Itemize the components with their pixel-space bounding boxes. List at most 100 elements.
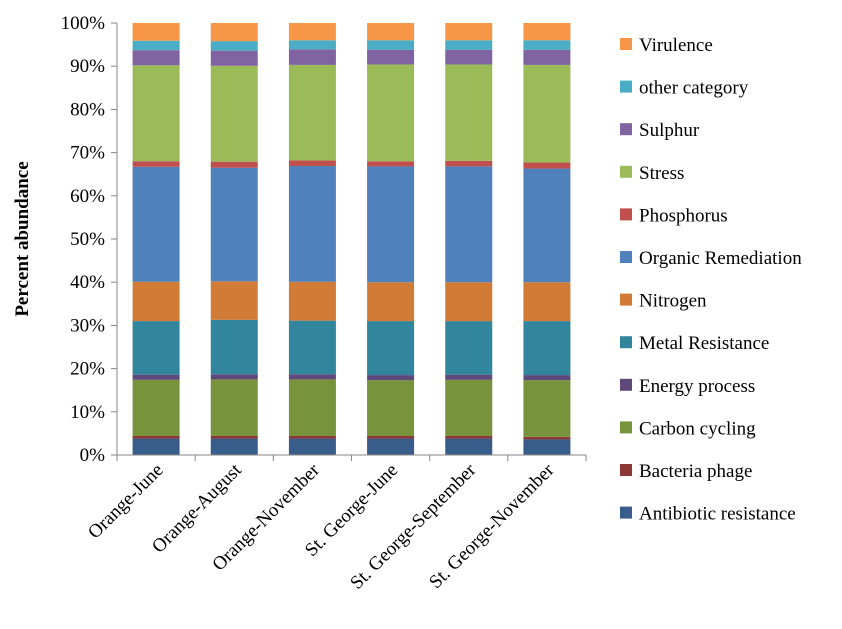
bar-segment [210,374,258,380]
y-tick-label: 60% [70,186,105,207]
legend-item: other category [620,78,749,99]
bar-segment [210,65,258,162]
bar-segment [367,282,415,322]
bar-segment [445,435,493,439]
bar-segment [445,49,493,65]
bar-segment [523,168,571,283]
bar-segment [523,162,571,169]
bar-segment [210,435,258,439]
bar-segment [288,49,336,65]
legend-item: Nitrogen [620,291,707,312]
bar-segment [288,160,336,166]
legend-swatch [620,251,632,263]
legend-item: Energy process [620,376,755,397]
y-tick-label: 80% [70,99,105,120]
bar-segment [132,40,180,51]
legend-item: Sulphur [620,120,700,141]
bar-segment [210,23,258,42]
legend-label: Phosphorus [639,205,728,226]
bar-segment [210,281,258,320]
bar-segment [132,166,180,282]
legend-label: other category [639,78,749,99]
legend-label: Sulphur [639,120,700,141]
bar-segment [288,40,336,50]
bar-segment [523,23,571,41]
bar-segment [523,375,571,381]
bar-segment [367,23,415,41]
bar-segment [210,167,258,282]
bar-segment [445,166,493,283]
bar-segment [445,379,493,436]
legend-label: Nitrogen [639,291,707,312]
bar-segment [445,438,493,455]
bar-segment [132,435,180,439]
legend-label: Energy process [639,376,755,397]
bar-segment [288,320,336,375]
legend-item: Virulence [620,35,713,56]
bar-segment [523,282,571,322]
legend-swatch [620,336,632,349]
bar-segment [523,64,571,163]
legend-label: Metal Resistance [639,333,769,354]
bar-segment [132,379,180,436]
bar-segment [132,161,180,167]
bar-segment [445,40,493,50]
bar-segment [367,40,415,50]
legend-swatch [620,421,632,434]
bar-segment [367,321,415,376]
y-tick-label: 0% [80,445,106,466]
legend-swatch [620,464,632,476]
bar-segment [445,64,493,161]
legend: Virulence other category Sulphur Stress Phos… [620,35,802,525]
bar-segment [288,379,336,436]
y-tick-label: 100% [61,13,106,34]
bar-segment [367,166,415,283]
bar-segment [210,41,258,51]
bar-segment [288,23,336,41]
bar-segment [288,374,336,380]
legend-swatch [620,123,632,136]
bar-segment [288,64,336,161]
y-tick-label: 90% [70,56,105,77]
legend-item: Bacteria phage [620,461,752,482]
legend-item: Antibiotic resistance [620,504,796,525]
x-tick-label: Orange-June [84,460,167,543]
legend-item: Carbon cycling [620,418,756,439]
bar-segment [445,374,493,380]
y-tick-label: 40% [70,272,105,293]
bar-segment [210,379,258,436]
y-axis: 0% 10% 20% 30% 40% 50% 60% 70% 80% 90% 100% [61,13,118,466]
legend-label: Carbon cycling [639,418,756,439]
bar-segment [367,49,415,65]
legend-label: Antibiotic resistance [639,504,796,525]
x-axis: Orange-JuneOrange-AugustOrange-NovemberS… [84,454,587,594]
legend-item: Phosphorus [620,205,728,226]
legend-label: Organic Remediation [639,248,802,269]
bar-segment [523,321,571,376]
y-tick-label: 70% [70,143,105,164]
bar-segment [132,374,180,380]
bar-segment [445,321,493,375]
bar-segment [210,319,258,375]
legend-swatch [620,378,632,391]
legend-swatch [620,38,632,50]
bar-segment [210,438,258,455]
bar-segment [367,380,415,436]
bar-segment [445,23,493,41]
bar-segment [445,282,493,322]
legend-item: Organic Remediation [620,248,802,269]
legend-label: Virulence [639,35,713,56]
bar-segment [132,281,180,322]
bar-segment [288,435,336,439]
y-axis-label: Percent abundance [12,161,33,316]
bar-segment [132,438,180,455]
legend-item: Stress [620,163,684,184]
bars [132,23,571,455]
y-tick-label: 20% [70,359,105,380]
legend-swatch [620,293,632,306]
y-tick-label: 30% [70,315,105,336]
y-tick-label: 50% [70,229,105,250]
bar-segment [210,161,258,168]
bar-segment [523,40,571,50]
